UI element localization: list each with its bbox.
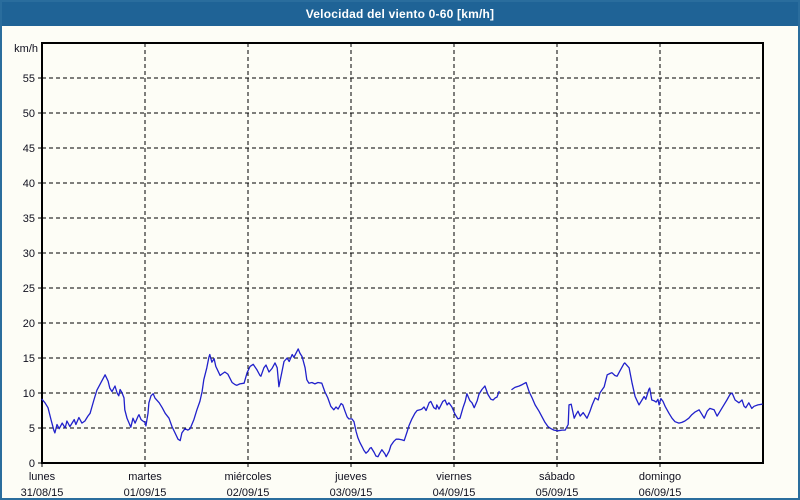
y-tick-label: 5 (29, 423, 35, 435)
plot-border (41, 42, 764, 464)
y-tick-label: 45 (23, 143, 35, 155)
y-tick-label: 55 (23, 73, 35, 85)
gridlines (42, 43, 763, 463)
y-tick-label: 0 (29, 458, 35, 470)
x-day-label: viernes (436, 471, 472, 483)
axes (38, 42, 764, 467)
y-tick-label: 40 (23, 178, 35, 190)
y-tick-label: 20 (23, 318, 35, 330)
x-day-label: domingo (639, 471, 681, 483)
x-date-label: 31/08/15 (21, 487, 64, 498)
y-tick-label: 50 (23, 108, 35, 120)
y-unit-label: km/h (14, 43, 38, 55)
wind-speed-line (511, 362, 763, 432)
y-tick-label: 35 (23, 213, 35, 225)
wind-speed-chart: 0 5 10 15 20 25 30 35 40 45 50 55 km/h lunes 31/08/15 m… (14, 42, 764, 498)
x-day-label: martes (128, 471, 162, 483)
x-date-label: 04/09/15 (433, 487, 476, 498)
y-tick-label: 10 (23, 388, 35, 400)
x-day-label: lunes (29, 471, 56, 483)
axis-labels: 0 5 10 15 20 25 30 35 40 45 50 55 km/h lunes 31/08/15 m… (14, 43, 681, 498)
x-date-label: 05/09/15 (536, 487, 579, 498)
wind-speed-line (41, 348, 500, 458)
x-date-label: 02/09/15 (227, 487, 270, 498)
y-tick-label: 25 (23, 283, 35, 295)
x-day-label: miércoles (224, 471, 272, 483)
chart-area: 0 5 10 15 20 25 30 35 40 45 50 55 km/h lunes 31/08/15 m… (2, 26, 798, 498)
x-date-label: 01/09/15 (124, 487, 167, 498)
window-titlebar: Velocidad del viento 0-60 [km/h] (2, 2, 798, 26)
series-lines (41, 348, 763, 458)
y-tick-label: 15 (23, 353, 35, 365)
x-day-label: sábado (539, 471, 575, 483)
x-date-label: 03/09/15 (330, 487, 373, 498)
y-tick-label: 30 (23, 248, 35, 260)
page-title: Velocidad del viento 0-60 [km/h] (305, 7, 495, 21)
x-date-label: 06/09/15 (639, 487, 682, 498)
x-day-label: jueves (334, 471, 367, 483)
